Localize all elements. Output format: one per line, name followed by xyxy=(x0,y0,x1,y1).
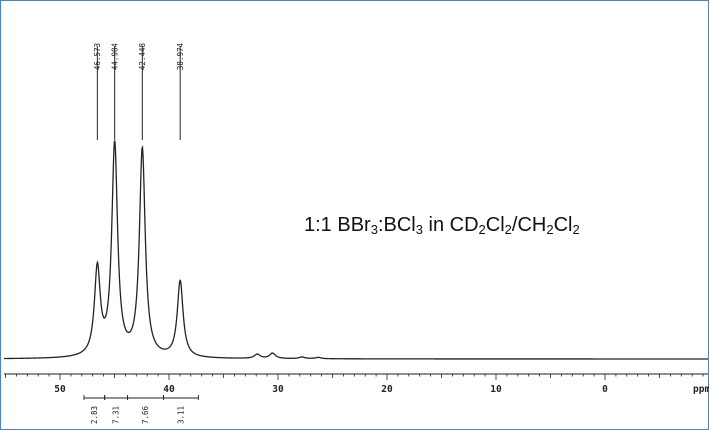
peak-label: 44.984 xyxy=(110,43,119,71)
x-tick-label: 10 xyxy=(490,384,502,395)
peak-label: 38.974 xyxy=(176,43,185,71)
integral-value: 7.31 xyxy=(112,406,121,424)
x-tick-label: 50 xyxy=(54,384,66,395)
x-tick-label: 0 xyxy=(602,384,608,395)
x-tick-label: 40 xyxy=(163,384,175,395)
integral-value: 7.66 xyxy=(141,405,150,424)
spectrum-trace xyxy=(4,140,708,360)
x-axis-label: ppm xyxy=(693,384,709,395)
integral-value: 2.83 xyxy=(90,406,99,424)
spectrum-annotation: 1:1 BBr3:BCl3 in CD2Cl2/CH2Cl2 xyxy=(304,214,580,237)
peak-label: 42.448 xyxy=(138,43,147,71)
integral-value: 3.11 xyxy=(177,406,186,424)
x-tick-label: 20 xyxy=(381,384,393,395)
x-tick-label: 30 xyxy=(272,384,284,395)
peak-label: 46.573 xyxy=(93,43,102,70)
